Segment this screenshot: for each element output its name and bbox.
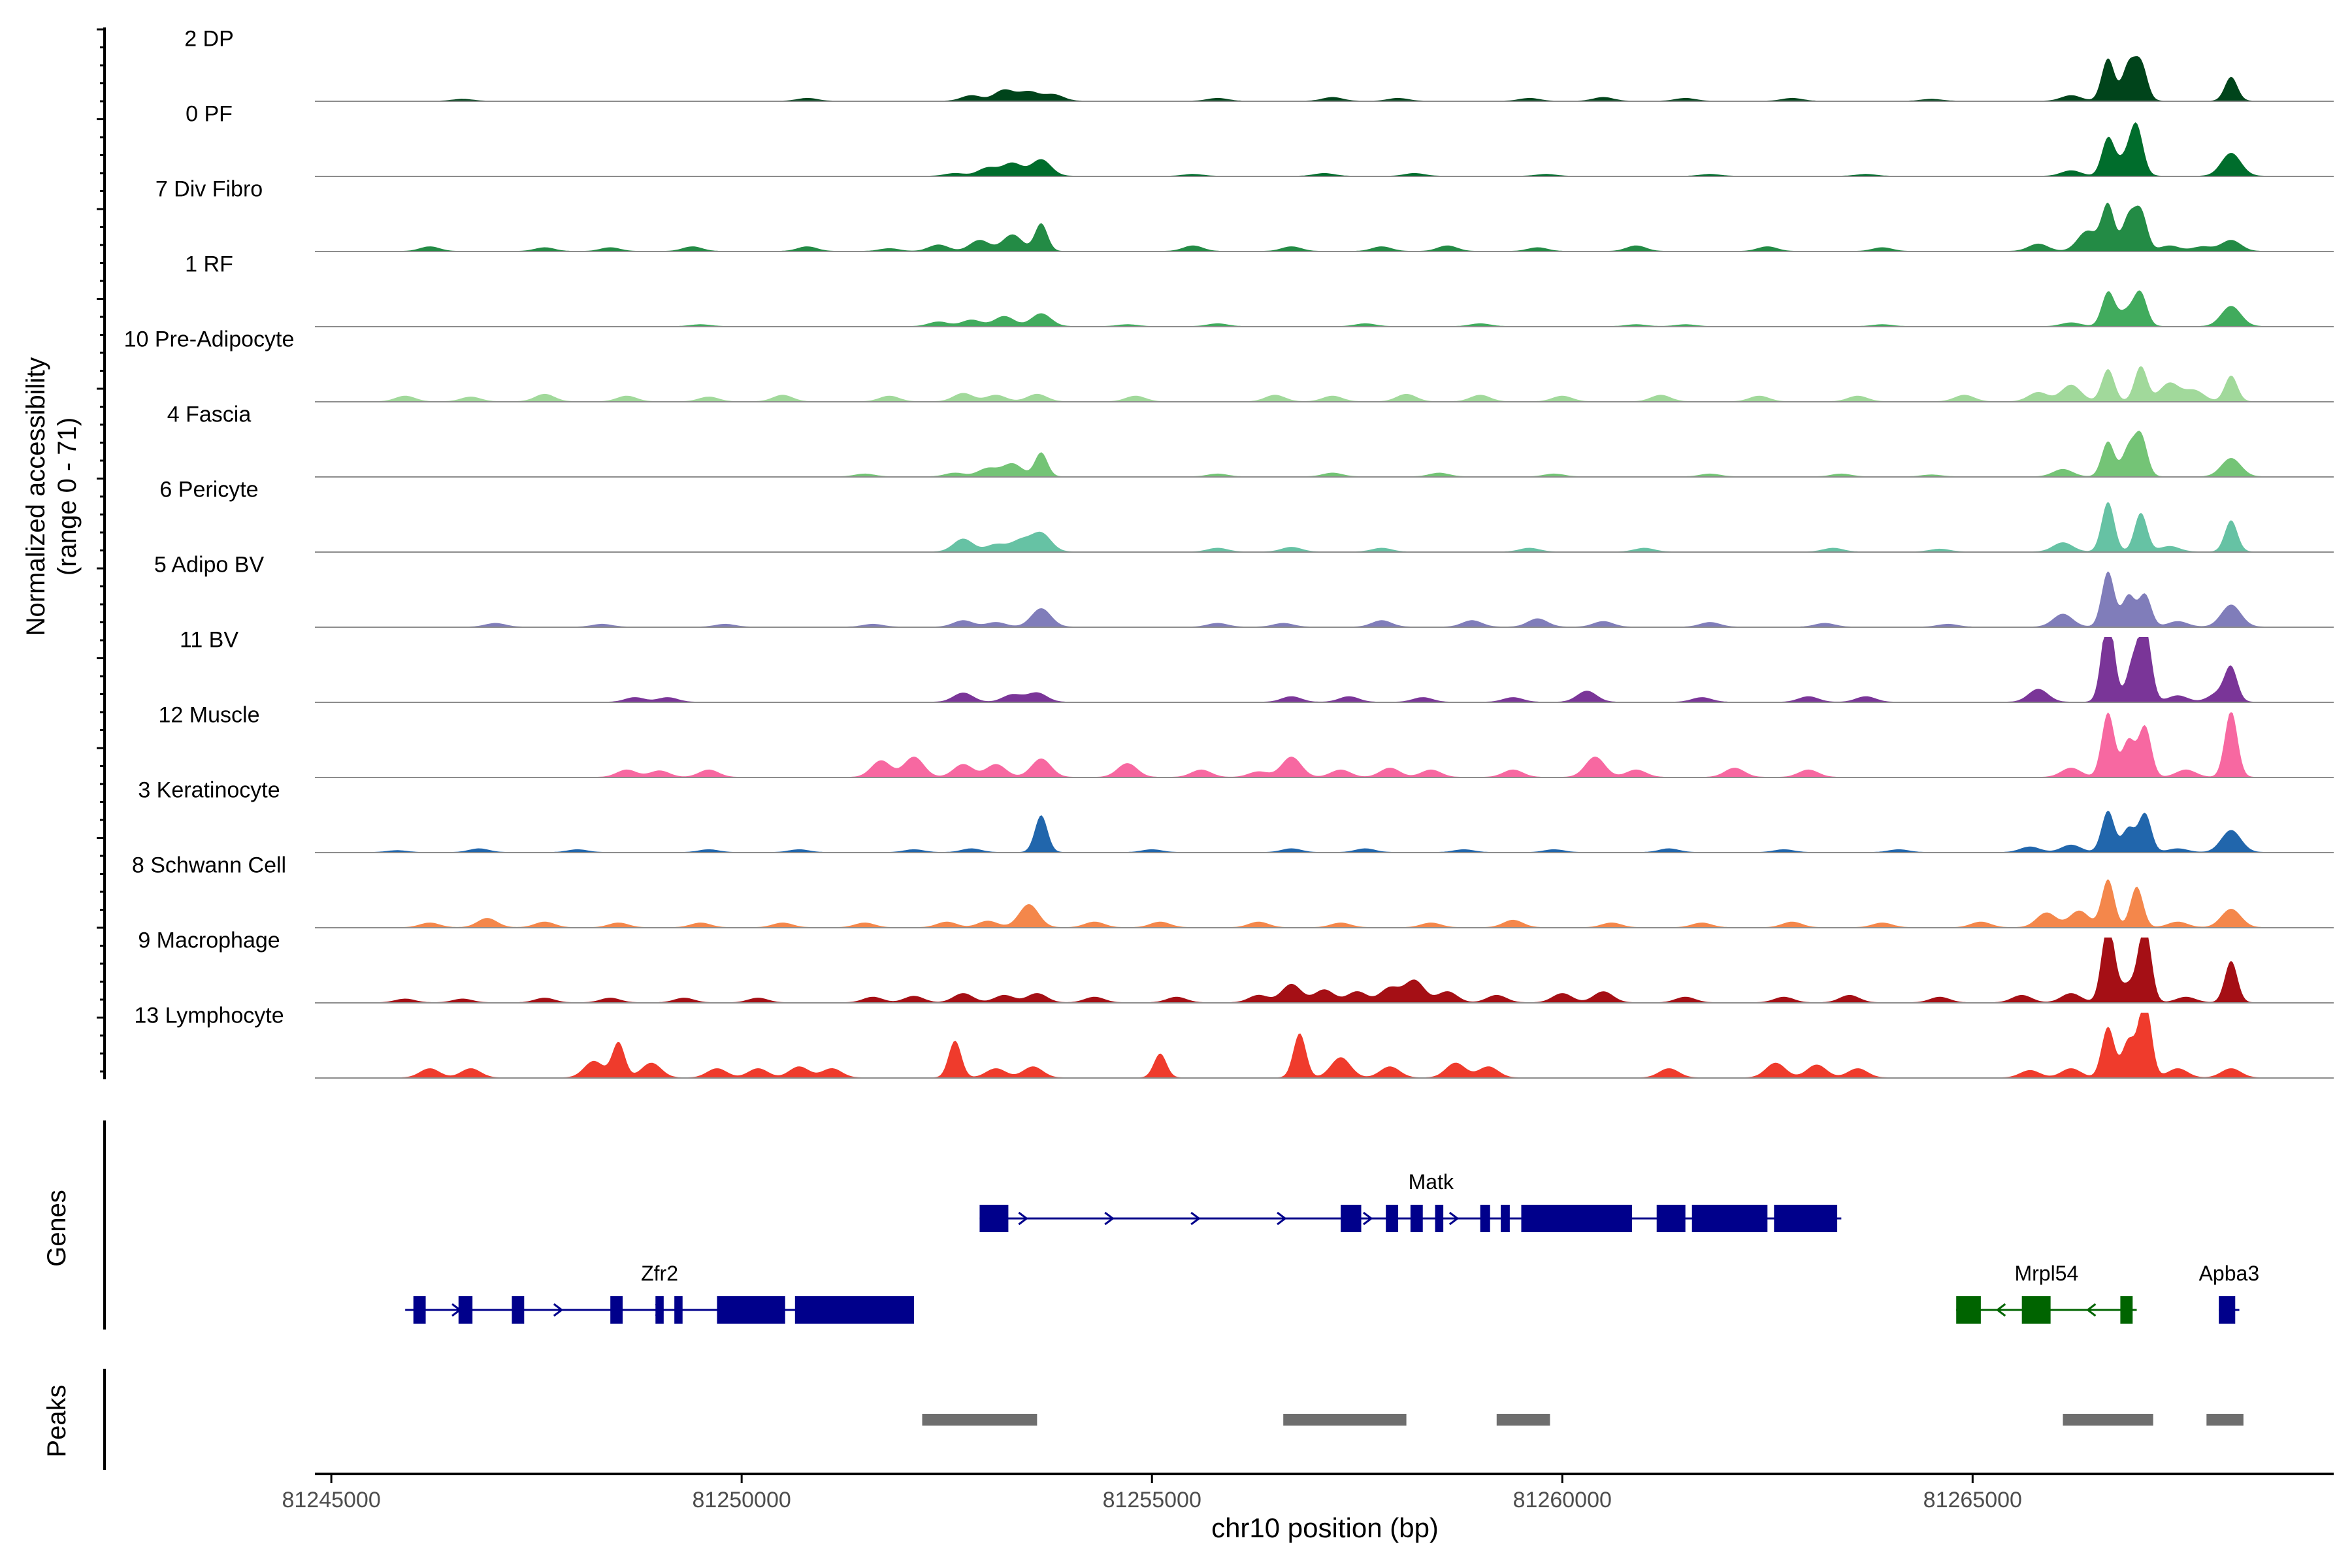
coverage-area bbox=[315, 879, 2334, 928]
coverage-area bbox=[315, 637, 2334, 702]
genes-panel-label: Genes bbox=[42, 1190, 71, 1267]
strand-chevron bbox=[1104, 1211, 1115, 1226]
gene-label: Mrpl54 bbox=[2014, 1262, 2078, 1285]
track-label: 9 Macrophage bbox=[138, 928, 280, 953]
gene-exon bbox=[413, 1296, 426, 1324]
track-label: 12 Muscle bbox=[159, 703, 260, 728]
coverage-area bbox=[315, 712, 2334, 777]
coverage-area bbox=[315, 56, 2334, 101]
strand-chevron bbox=[1190, 1211, 1201, 1226]
coverage-area bbox=[315, 810, 2334, 853]
gene-exon bbox=[512, 1296, 525, 1324]
gene-exon bbox=[717, 1296, 785, 1324]
gene-exon bbox=[794, 1296, 914, 1324]
gene-exon bbox=[1521, 1205, 1633, 1232]
peak-region bbox=[922, 1414, 1037, 1426]
gene-label: Zfr2 bbox=[641, 1262, 678, 1285]
gene-exon bbox=[1410, 1205, 1423, 1232]
strand-chevron bbox=[2085, 1303, 2097, 1317]
gene-label: Matk bbox=[1409, 1170, 1454, 1194]
x-tick-label: 81265000 bbox=[1923, 1488, 2022, 1512]
gene-annotations: Matk Zfr2 Mrpl54 Apba3 bbox=[405, 1170, 2259, 1324]
y-axis-title-line1: Normalized accessibility bbox=[22, 357, 50, 636]
gene-exon bbox=[2120, 1296, 2133, 1324]
x-tick-label: 81255000 bbox=[1103, 1488, 1201, 1512]
track-label: 0 PF bbox=[186, 102, 233, 127]
track-label: 13 Lymphocyte bbox=[134, 1004, 284, 1028]
gene-exon bbox=[1774, 1205, 1838, 1232]
gene-exon bbox=[655, 1296, 664, 1324]
coverage-area bbox=[315, 1013, 2334, 1078]
track-label: 2 DP bbox=[184, 27, 234, 52]
track-label: 7 Div Fibro bbox=[155, 177, 263, 202]
coverage-area bbox=[315, 431, 2334, 477]
gene-label: Apba3 bbox=[2199, 1262, 2260, 1285]
strand-chevron bbox=[1995, 1303, 2006, 1317]
x-tick-label: 81260000 bbox=[1513, 1488, 1612, 1512]
gene-exon bbox=[1480, 1205, 1490, 1232]
x-tick-label: 81245000 bbox=[282, 1488, 380, 1512]
peak-region bbox=[1496, 1414, 1550, 1426]
x-axis-ticks: 81245000 81250000 81255000 81260000 81265000 bbox=[282, 1474, 2022, 1512]
track-label: 11 BV bbox=[180, 628, 238, 653]
track-label: 8 Schwann Cell bbox=[132, 853, 286, 878]
strand-chevron bbox=[1277, 1211, 1287, 1226]
gene-exon bbox=[1501, 1205, 1510, 1232]
peak-region bbox=[2206, 1414, 2244, 1426]
strand-chevron bbox=[1018, 1211, 1028, 1226]
x-tick-label: 81250000 bbox=[693, 1488, 791, 1512]
strand-chevron bbox=[1363, 1211, 1373, 1226]
gene-exon bbox=[1656, 1205, 1686, 1232]
x-axis-title: chr10 position (bp) bbox=[1211, 1512, 1439, 1543]
y-axis-title-line2: (range 0 - 71) bbox=[53, 417, 82, 576]
coverage-area bbox=[315, 122, 2334, 176]
gene-exon bbox=[1341, 1205, 1362, 1232]
coverage-area bbox=[315, 502, 2334, 552]
peak-regions bbox=[922, 1414, 2244, 1426]
gene-exon bbox=[1956, 1296, 1981, 1324]
y-axis-ticks bbox=[97, 28, 105, 1073]
track-label: 3 Keratinocyte bbox=[138, 778, 280, 803]
gene-exon bbox=[2219, 1296, 2236, 1324]
peak-region bbox=[1283, 1414, 1407, 1426]
gene-exon bbox=[1691, 1205, 1768, 1232]
gene-exon bbox=[610, 1296, 623, 1324]
track-label: 1 RF bbox=[185, 252, 233, 277]
gene-exon bbox=[979, 1205, 1009, 1232]
peak-region bbox=[2063, 1414, 2153, 1426]
strand-chevron bbox=[1448, 1211, 1460, 1226]
gene-exon bbox=[1386, 1205, 1399, 1232]
coverage-tracks: 2 DP 0 PF 7 Div Fibro 1 RF 10 Pre-Adipocyte 4… bbox=[124, 27, 2334, 1079]
track-label: 6 Pericyte bbox=[159, 478, 258, 502]
track-label: 4 Fascia bbox=[167, 402, 252, 427]
gene-exon bbox=[458, 1296, 473, 1324]
coverage-area bbox=[315, 366, 2334, 402]
coverage-area bbox=[315, 938, 2334, 1003]
peaks-panel-label: Peaks bbox=[42, 1384, 71, 1457]
gene-exon bbox=[1435, 1205, 1444, 1232]
coverage-area bbox=[315, 290, 2334, 327]
track-label: 10 Pre-Adipocyte bbox=[124, 327, 295, 352]
strand-chevron bbox=[553, 1303, 564, 1317]
track-label: 5 Adipo BV bbox=[154, 553, 265, 578]
gene-exon bbox=[2021, 1296, 2051, 1324]
gene-exon bbox=[674, 1296, 683, 1324]
coverage-area bbox=[315, 571, 2334, 627]
coverage-area bbox=[315, 203, 2334, 252]
